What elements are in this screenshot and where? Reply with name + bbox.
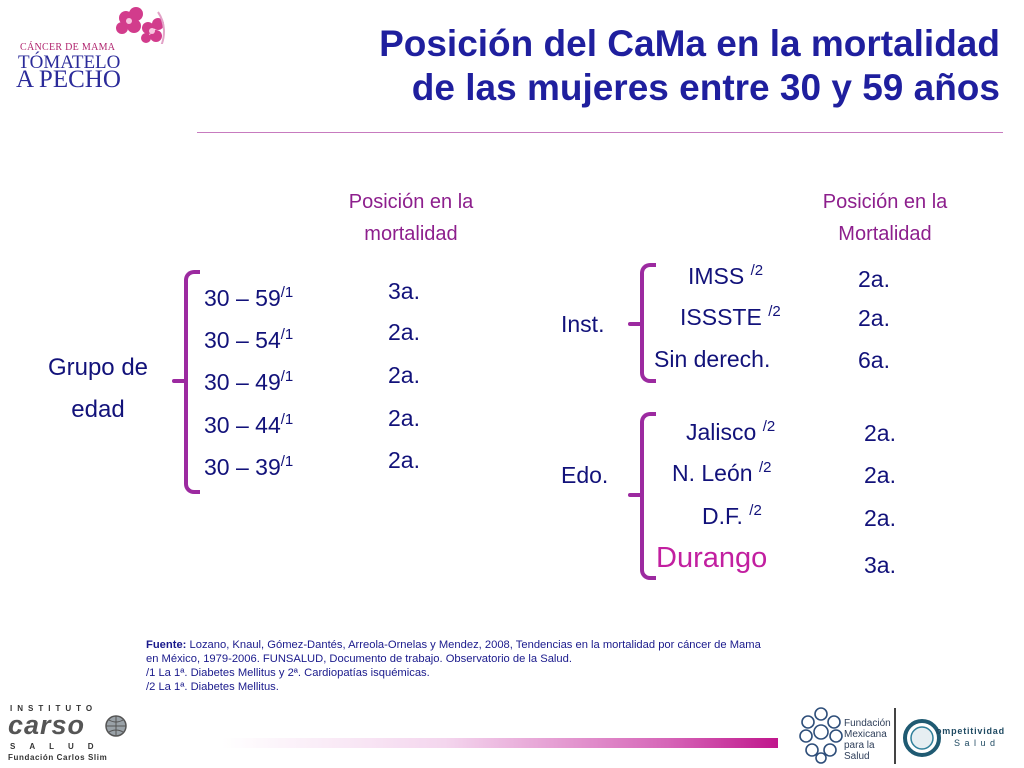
fms-line-3: para la Salud (844, 740, 875, 762)
state-name-text: N. León (672, 460, 753, 486)
state-bracket-tick (628, 493, 642, 497)
title-line-2: de las mujeres entre 30 y 59 años (411, 67, 1000, 108)
logo-text-middle: TÓMATELO (18, 52, 121, 73)
state-name: Jalisco /2 (686, 418, 775, 446)
right-column-heading: Posición en la Mortalidad (790, 186, 980, 250)
age-range-value: 30 – 49 (204, 369, 281, 395)
title-line-1: Posición del CaMa en la mortalidad (379, 23, 1000, 64)
state-label: Edo. (561, 462, 609, 488)
state-position: 2a. (864, 420, 896, 446)
footnote-source: Fuente: Lozano, Knaul, Gómez-Dantés, Arr… (146, 638, 866, 652)
comp-line-1: ompetitividad (936, 726, 1005, 736)
age-position-value: 2a. (388, 405, 420, 431)
comp-line-2: S a l u d (954, 738, 997, 748)
footnote-source-line-1: Lozano, Knaul, Gómez-Dantés, Arreola-Orn… (186, 639, 761, 651)
c-ring-icon (903, 719, 941, 757)
competitividad-salud-logo: ompetitividad S a l u d (898, 706, 1020, 766)
institution-name-text: IMSS (688, 263, 745, 289)
age-range-value: 30 – 44 (204, 412, 281, 438)
age-range-value: 30 – 59 (204, 285, 281, 311)
age-group-label-line-2: edad (71, 396, 125, 423)
fms-line-1: Fundación (844, 718, 891, 729)
age-group-bracket-tick (172, 379, 186, 383)
fms-line-2: Mexicana (844, 729, 887, 740)
carso-top-text: INSTITUTO (10, 704, 98, 713)
age-group-label-line-1: Grupo de (47, 354, 149, 381)
age-range-row: 30 – 49/1 (204, 368, 293, 396)
age-range-note: /1 (280, 284, 294, 301)
tomatelo-a-pecho-logo: CÁNCER DE MAMA TÓMATELO A PECHO (8, 4, 168, 96)
state-note: /2 (749, 502, 762, 519)
institution-position: 2a. (858, 305, 890, 331)
state-name-text: Jalisco (686, 419, 757, 445)
state-bracket (640, 412, 656, 580)
age-position-value: 2a. (388, 447, 420, 473)
age-range-note: /1 (280, 453, 294, 470)
institution-bracket-tick (628, 322, 642, 326)
state-name-highlight: Durango (656, 542, 768, 574)
left-column-heading: Posición en la mortalidad (316, 186, 506, 250)
age-range-value: 30 – 54 (204, 327, 281, 353)
institution-note: /2 (750, 262, 764, 279)
state-position: 2a. (864, 505, 896, 531)
institution-label: Inst. (561, 311, 605, 337)
state-position: 3a. (864, 552, 896, 578)
footnote-label: Fuente: (146, 639, 187, 651)
fundacion-mexicana-logo: Fundación Mexicana para la Salud (798, 706, 894, 766)
title-divider (197, 132, 1003, 133)
age-range-note: /1 (280, 326, 294, 343)
globe-icon (105, 715, 127, 737)
footnote-source-line-2: en México, 1979-2006. FUNSALUD, Document… (146, 653, 572, 665)
age-range-row: 30 – 44/1 (204, 411, 293, 439)
state-name: D.F. /2 (702, 502, 762, 530)
footer-gradient-bar (222, 738, 778, 748)
logo-text-top: CÁNCER DE MAMA (20, 42, 116, 53)
age-position-value: 2a. (388, 362, 420, 388)
carso-main-text: carso (8, 710, 86, 740)
page-title: Posición del CaMa en la mortalidad de la… (200, 22, 1000, 110)
footnote-note-2: /2 La 1ª. Diabetes Mellitus. (146, 681, 279, 693)
state-note: /2 (762, 418, 776, 435)
age-range-note: /1 (280, 411, 294, 428)
institution-name-text: ISSSTE (680, 304, 762, 330)
age-range-note: /1 (280, 368, 294, 385)
footnote-note-1: /1 La 1ª. Diabetes Mellitus y 2ª. Cardio… (146, 667, 430, 679)
state-note: /2 (758, 459, 772, 476)
age-range-row: 30 – 54/1 (204, 326, 293, 354)
age-range-value: 30 – 39 (204, 454, 281, 480)
instituto-carso-logo: INSTITUTO carso SALUD Fundación Carlos S… (6, 704, 130, 764)
age-group-bracket (184, 270, 200, 494)
molecule-icon (799, 707, 843, 764)
institution-name: ISSSTE /2 (680, 303, 781, 331)
age-range-row: 30 – 59/1 (204, 284, 293, 312)
flower-icon (116, 7, 165, 44)
state-name: N. León /2 (672, 459, 771, 487)
state-name-text: D.F. (702, 503, 743, 529)
age-range-row: 30 – 39/1 (204, 453, 293, 481)
institution-bracket (640, 263, 656, 383)
left-heading-line-2: mortalidad (364, 223, 458, 245)
carso-bottom-text: Fundación Carlos Slim (8, 753, 108, 762)
footer-logo-divider (894, 708, 896, 764)
carso-salud-text: SALUD (10, 742, 108, 751)
source-footnote: Fuente: Lozano, Knaul, Gómez-Dantés, Arr… (146, 638, 866, 694)
age-group-label: Grupo de edad (28, 347, 168, 431)
age-position-value: 2a. (388, 319, 420, 345)
institution-note: /2 (768, 303, 781, 320)
institution-name: Sin derech. (654, 346, 770, 373)
left-heading-line-1: Posición en la (348, 191, 474, 213)
right-heading-line-1: Posición en la (822, 191, 948, 213)
institution-position: 6a. (858, 347, 890, 373)
age-position-value: 3a. (388, 278, 420, 304)
right-heading-line-2: Mortalidad (838, 223, 932, 245)
institution-position: 2a. (858, 266, 890, 292)
logo-text-bottom: A PECHO (16, 66, 121, 93)
institution-name: IMSS /2 (688, 262, 763, 290)
state-position: 2a. (864, 462, 896, 488)
institution-name-text: Sin derech. (654, 346, 771, 372)
